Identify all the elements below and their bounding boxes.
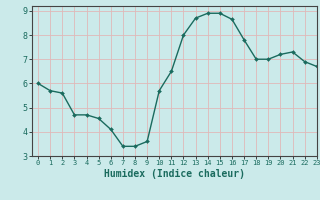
X-axis label: Humidex (Indice chaleur): Humidex (Indice chaleur)	[104, 169, 245, 179]
